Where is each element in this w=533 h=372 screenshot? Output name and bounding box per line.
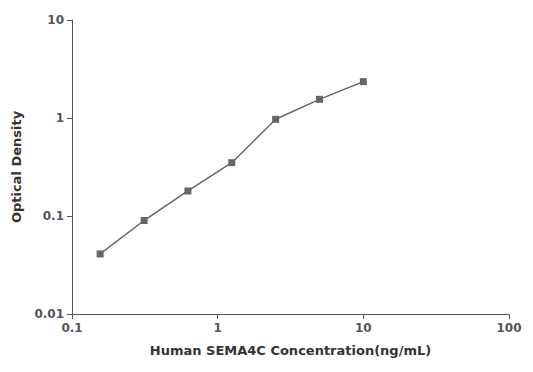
svg-text:0.01: 0.01 xyxy=(34,307,64,321)
svg-text:Human SEMA4C Concentration(ng/: Human SEMA4C Concentration(ng/mL) xyxy=(150,343,431,358)
svg-text:10: 10 xyxy=(47,13,64,27)
svg-text:0.1: 0.1 xyxy=(61,321,82,335)
svg-text:1: 1 xyxy=(56,111,64,125)
svg-text:10: 10 xyxy=(355,321,372,335)
svg-text:Optical Density: Optical Density xyxy=(9,110,24,223)
svg-text:100: 100 xyxy=(496,321,521,335)
svg-text:1: 1 xyxy=(213,321,221,335)
svg-text:0.1: 0.1 xyxy=(43,209,64,223)
